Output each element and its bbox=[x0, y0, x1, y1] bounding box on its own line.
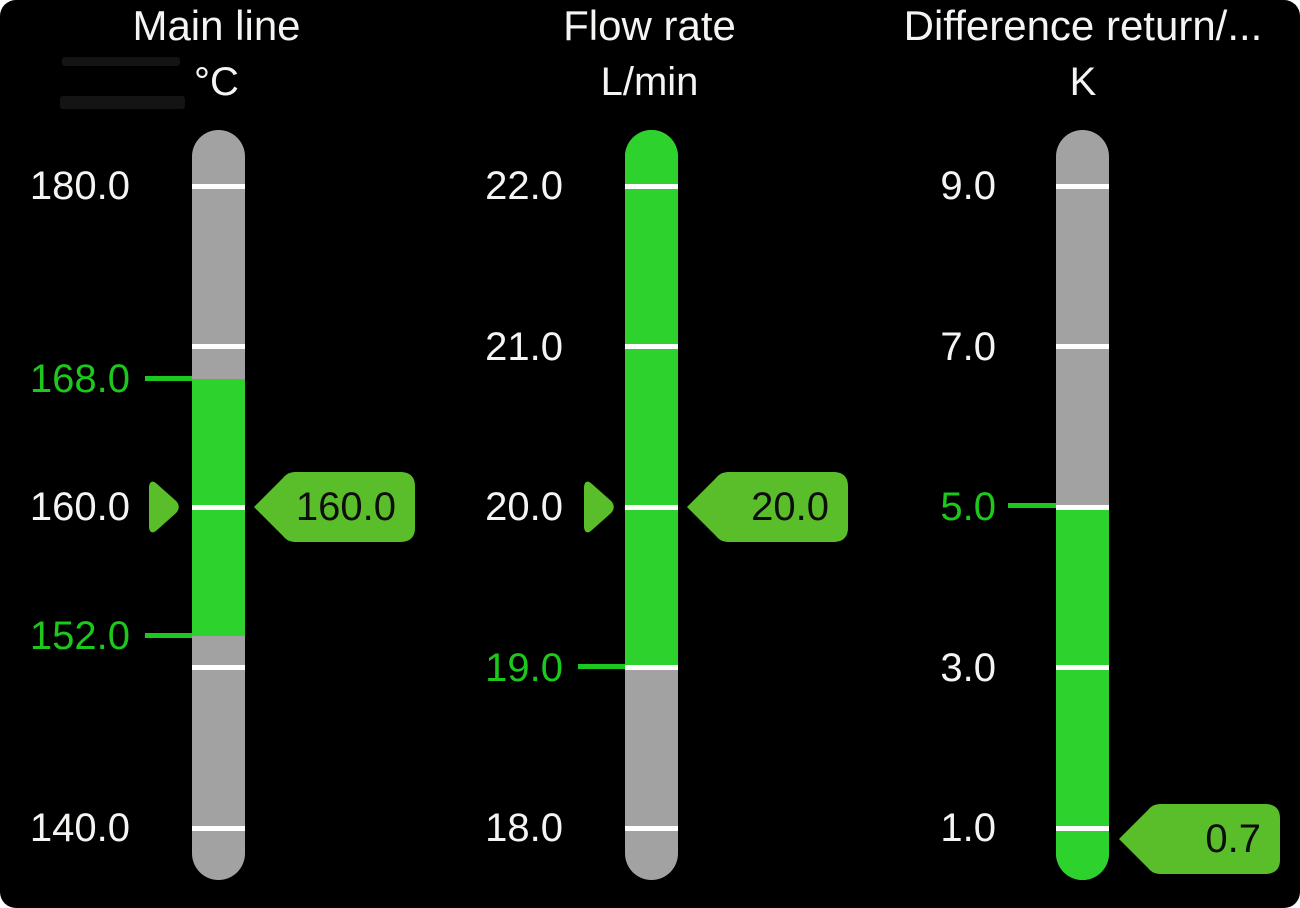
scale-label: 20.0 bbox=[485, 485, 563, 529]
gauge-tick bbox=[625, 505, 678, 510]
value-pointer-icon bbox=[584, 481, 614, 533]
gauge-tick bbox=[192, 184, 245, 189]
gauge-bar bbox=[192, 130, 245, 880]
gauge-tick bbox=[192, 826, 245, 831]
ghost-artifact bbox=[60, 96, 185, 109]
gauge-tick bbox=[192, 505, 245, 510]
gauge-unit: K bbox=[1069, 60, 1097, 104]
scale-label: 140.0 bbox=[29, 806, 130, 850]
limit-marker-line bbox=[145, 633, 192, 638]
value-tag: 160.0 bbox=[252, 471, 416, 543]
gauge-flow-rate[interactable]: Flow rate L/min 22.0 21.0 20.0 19.0 18.0… bbox=[433, 0, 866, 908]
scale-label: 1.0 bbox=[940, 806, 996, 850]
value-pointer-icon bbox=[149, 481, 179, 533]
ghost-artifact bbox=[62, 57, 180, 66]
limit-marker-line bbox=[145, 376, 192, 381]
gauge-tick bbox=[625, 344, 678, 349]
scale-label-limit-low: 19.0 bbox=[485, 646, 563, 690]
tag-arrow-shape bbox=[687, 472, 848, 542]
tag-arrow-shape bbox=[254, 472, 415, 542]
value-tag-text: 0.7 bbox=[1205, 817, 1261, 861]
scale-label: 160.0 bbox=[29, 485, 130, 529]
value-tag-text: 20.0 bbox=[751, 485, 829, 529]
scale-label: 3.0 bbox=[940, 646, 996, 690]
scale-label: 18.0 bbox=[485, 806, 563, 850]
tag-arrow-shape bbox=[1119, 804, 1280, 874]
limit-marker-line bbox=[578, 664, 625, 669]
gauge-title: Main line bbox=[132, 2, 301, 49]
gauge-title: Flow rate bbox=[563, 2, 736, 49]
scale-label-limit-high: 5.0 bbox=[940, 485, 996, 529]
scale-label: 180.0 bbox=[29, 164, 130, 208]
gauge-tick bbox=[625, 665, 678, 670]
scale-label-limit-high: 168.0 bbox=[29, 357, 130, 401]
gauge-bar bbox=[1056, 130, 1109, 880]
gauge-unit: L/min bbox=[600, 60, 699, 104]
scale-label: 22.0 bbox=[485, 164, 563, 208]
gauge-tick bbox=[1056, 505, 1109, 510]
gauge-tick bbox=[1056, 826, 1109, 831]
gauge-title: Difference return/... bbox=[903, 2, 1263, 49]
scale-label: 21.0 bbox=[485, 325, 563, 369]
gauge-difference-return[interactable]: Difference return/... K 9.0 7.0 5.0 3.0 … bbox=[866, 0, 1300, 908]
scale-label-limit-low: 152.0 bbox=[29, 614, 130, 658]
gauge-tick bbox=[1056, 344, 1109, 349]
gauge-tick bbox=[1056, 184, 1109, 189]
gauge-tick bbox=[625, 184, 678, 189]
value-tag-text: 160.0 bbox=[295, 485, 396, 529]
scale-label: 9.0 bbox=[940, 164, 996, 208]
gauge-tick bbox=[192, 344, 245, 349]
scale-label: 7.0 bbox=[940, 325, 996, 369]
gauge-tick bbox=[625, 826, 678, 831]
value-tag: 20.0 bbox=[685, 471, 849, 543]
gauge-ok-zone bbox=[1056, 507, 1109, 880]
limit-marker-line bbox=[1008, 503, 1056, 508]
gauge-bar bbox=[625, 130, 678, 880]
gauge-tick bbox=[1056, 665, 1109, 670]
gauge-unit: °C bbox=[194, 60, 239, 104]
gauge-tick bbox=[192, 665, 245, 670]
gauge-main-line[interactable]: Main line °C 180.0 168.0 160.0 152.0 140… bbox=[0, 0, 433, 908]
value-tag: 0.7 bbox=[1117, 803, 1281, 875]
gauge-ok-zone bbox=[625, 130, 678, 667]
